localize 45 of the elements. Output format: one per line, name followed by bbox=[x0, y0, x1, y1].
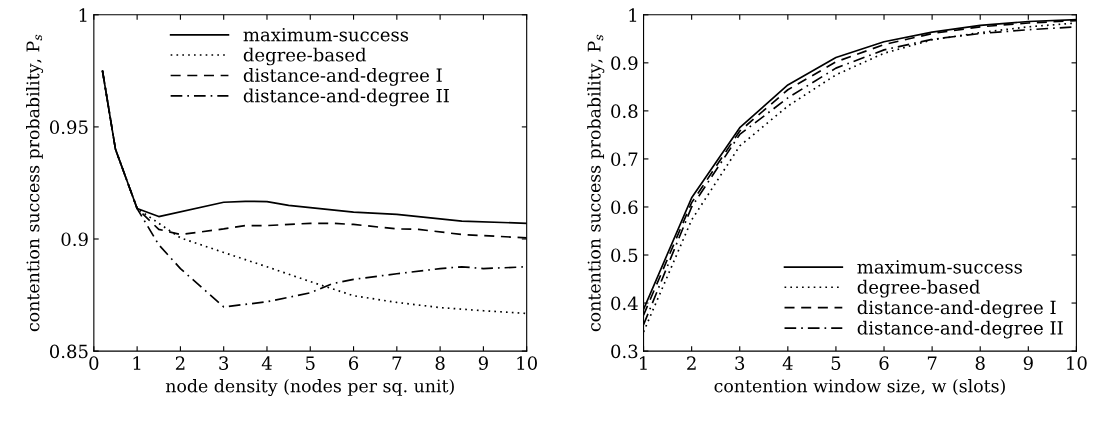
x-tick-label: 8 bbox=[435, 356, 445, 370]
x-tick-label: 6 bbox=[879, 356, 889, 370]
x-tick-label: 2 bbox=[175, 356, 185, 370]
x-tick-label: 5 bbox=[831, 356, 841, 370]
y-tick-label: 0.95 bbox=[49, 120, 88, 135]
x-tick-label: 10 bbox=[517, 356, 537, 370]
x-tick-label: 4 bbox=[261, 356, 272, 370]
y-tick-label: 0.8 bbox=[611, 104, 638, 118]
x-tick-label: 7 bbox=[392, 356, 402, 370]
x-tick-label: 4 bbox=[782, 356, 793, 370]
y-tick-label: 0.5 bbox=[611, 248, 638, 263]
x-tick-label: 0 bbox=[89, 356, 99, 370]
legend-label: maximum-success bbox=[243, 27, 409, 42]
legend-label: distance-and-degree I bbox=[857, 300, 1056, 319]
x-tick-label: 1 bbox=[133, 356, 141, 370]
y-tick-label: 0.4 bbox=[611, 296, 638, 311]
legend-label: distance-and-degree II bbox=[243, 88, 449, 107]
x-tick-label: 9 bbox=[1023, 356, 1033, 370]
legend-label: distance-and-degree I bbox=[243, 68, 442, 86]
y-tick-label: 0.9 bbox=[611, 56, 638, 70]
legend-label: maximum-success bbox=[857, 260, 1022, 274]
y-tick-label: 0.3 bbox=[611, 344, 638, 359]
legend-label: distance-and-degree II bbox=[857, 320, 1063, 339]
x-axis-title: contention window size, w (slots) bbox=[714, 378, 1005, 395]
legend-label: degree-based bbox=[857, 279, 980, 298]
x-tick-label: 1 bbox=[640, 356, 647, 370]
x-tick-label: 6 bbox=[349, 356, 359, 370]
x-tick-label: 7 bbox=[927, 356, 937, 370]
x-tick-label: 2 bbox=[687, 356, 696, 370]
x-tick-label: 5 bbox=[306, 356, 315, 370]
x-tick-label: 3 bbox=[735, 356, 745, 370]
y-tick-label: 1 bbox=[629, 8, 637, 22]
y-tick-label: 0.6 bbox=[611, 200, 638, 215]
y-axis-title: contention success probability, P$_{s}$ bbox=[26, 34, 44, 332]
x-tick-label: 3 bbox=[219, 356, 229, 370]
y-tick-label: 0.85 bbox=[49, 344, 88, 359]
y-tick-label: 0.7 bbox=[611, 152, 638, 167]
y-tick-label: 0.9 bbox=[61, 232, 88, 247]
legend-label: degree-based bbox=[243, 47, 367, 66]
x-tick-label: 9 bbox=[478, 356, 488, 370]
x-tick-label: 8 bbox=[975, 356, 985, 370]
x-axis-title: node density (nodes per sq. unit) bbox=[165, 378, 454, 397]
x-tick-label: 10 bbox=[1067, 356, 1087, 370]
y-tick-label: 1 bbox=[79, 8, 87, 22]
y-axis-title: contention success probability, P$_{s}$ bbox=[587, 34, 605, 332]
